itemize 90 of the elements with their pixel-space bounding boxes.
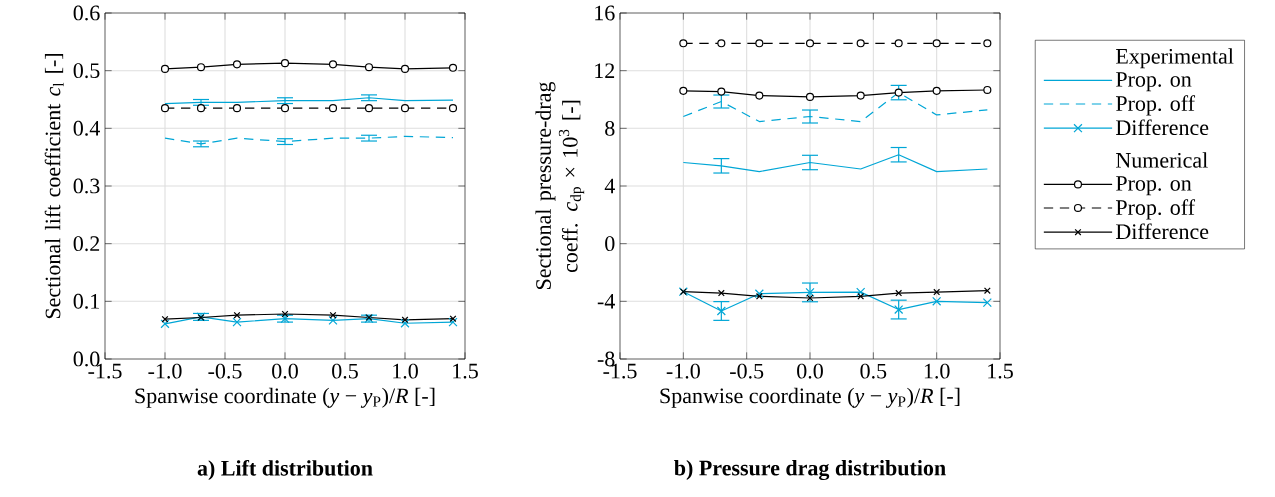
point — [856, 39, 865, 48]
point — [196, 63, 206, 72]
x-tick-label: 1.0 — [924, 363, 950, 379]
point — [894, 39, 903, 48]
text: Numerical — [1116, 152, 1208, 168]
point — [280, 314, 290, 324]
legend-title: Experimental — [1116, 48, 1234, 69]
point — [448, 104, 458, 113]
y-axis-title: Sectional lift coefficient c$_{l}$ [-] — [44, 54, 64, 319]
point — [717, 87, 726, 96]
point — [280, 104, 290, 113]
x-axis-title: Spanwise coordinate (y − y$_{P}$)/R [-] — [660, 387, 960, 408]
point — [856, 287, 866, 297]
x-tick-label: 0.5 — [332, 363, 358, 379]
y-tick-label: 0.5 — [73, 63, 100, 79]
point — [716, 306, 726, 316]
x-axis-title: Spanwise coordinate (y − y$_{P}$)/R [-] — [135, 387, 435, 408]
x-tick-label: -0.5 — [208, 363, 242, 379]
point — [933, 288, 941, 296]
point — [328, 104, 338, 113]
point — [983, 85, 992, 95]
point — [755, 91, 764, 100]
point — [196, 104, 206, 113]
y-tick-label: 12 — [595, 63, 615, 78]
x-tick-label: 0.0 — [797, 363, 823, 379]
point — [400, 318, 410, 328]
y-tick-label: -4 — [597, 294, 615, 309]
legend-label: Prop. off — [1116, 199, 1196, 220]
point — [983, 39, 992, 48]
point — [232, 104, 242, 113]
point — [160, 64, 170, 74]
point — [805, 92, 815, 101]
text: a) Lift distribution — [197, 459, 373, 481]
point — [280, 59, 290, 68]
point — [894, 88, 903, 97]
point — [160, 104, 170, 113]
point — [932, 296, 942, 306]
point — [328, 315, 338, 325]
point — [364, 104, 374, 113]
point — [932, 39, 941, 48]
point — [448, 63, 458, 72]
y-tick-label: 0.3 — [73, 178, 100, 194]
point — [161, 315, 169, 323]
legend-label: Difference — [1116, 223, 1209, 240]
x-tick-label: -1.0 — [148, 363, 182, 379]
point — [717, 289, 725, 297]
text: b) Pressure drag distribution — [674, 459, 946, 481]
x-tick-label: -1.0 — [666, 363, 700, 379]
x-tick-label: 1.5 — [453, 363, 478, 379]
point — [679, 39, 688, 48]
point — [160, 319, 170, 329]
point — [233, 311, 241, 319]
y-tick-label: 0.4 — [73, 120, 100, 136]
point — [894, 304, 904, 315]
point — [448, 317, 458, 327]
y-tick-label: 8 — [605, 120, 615, 136]
point — [364, 63, 374, 72]
x-tick-label: -0.5 — [730, 363, 764, 379]
point — [717, 39, 726, 48]
x-tick-label: 1.5 — [988, 363, 1013, 379]
y-tick-label: 0.1 — [73, 293, 99, 309]
legend-label: Prop. off — [1116, 95, 1196, 116]
point — [328, 60, 338, 69]
point — [679, 86, 688, 95]
point — [329, 311, 337, 319]
point — [232, 317, 242, 327]
point — [805, 287, 815, 297]
point — [805, 39, 815, 48]
point — [932, 86, 941, 95]
point — [895, 289, 903, 297]
point — [755, 39, 764, 48]
y-tick-label: 4 — [604, 178, 615, 194]
x-tick-label: 1.0 — [393, 363, 418, 379]
line-series — [164, 135, 454, 145]
point — [232, 60, 242, 69]
x-tick-label: 0.5 — [860, 363, 887, 379]
y-tick-label: 0 — [605, 236, 615, 252]
legend-label: Prop. on — [1116, 72, 1192, 92]
point — [400, 104, 410, 113]
y-tick-label: 16 — [595, 5, 615, 21]
point — [856, 91, 865, 100]
legend-label: Prop. on — [1116, 176, 1192, 196]
y-tick-label: 0.2 — [73, 236, 100, 252]
point — [982, 298, 992, 308]
point — [449, 315, 457, 323]
point — [400, 64, 410, 74]
legend-label: Difference — [1116, 119, 1209, 136]
y-tick-label: 0.6 — [73, 5, 100, 21]
point — [401, 316, 409, 324]
x-tick-label: 0.0 — [272, 363, 298, 379]
